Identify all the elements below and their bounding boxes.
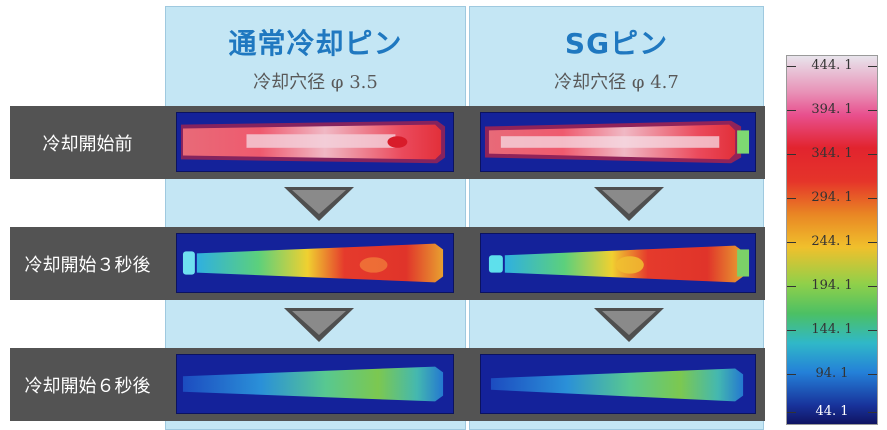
down-arrow-icon bbox=[284, 187, 354, 223]
thermal-image-normal-3s bbox=[176, 233, 454, 293]
scale-tick: 394. 1 bbox=[787, 102, 877, 117]
scale-tick: 94. 1 bbox=[787, 366, 877, 381]
scale-label: 244. 1 bbox=[811, 234, 853, 249]
scale-tick: 344. 1 bbox=[787, 146, 877, 161]
down-arrow-icon bbox=[594, 308, 664, 344]
column-title-normal-pin: 通常冷却ピン bbox=[228, 27, 403, 60]
thermal-image-sg-before bbox=[480, 112, 756, 172]
row-label-3s: 冷却開始３秒後 bbox=[24, 254, 151, 276]
scale-label: 294. 1 bbox=[811, 190, 853, 205]
down-arrow-icon bbox=[594, 187, 664, 223]
scale-label: 94. 1 bbox=[815, 366, 849, 381]
scale-tick: 294. 1 bbox=[787, 190, 877, 205]
thermal-image-sg-6s bbox=[480, 354, 756, 414]
scale-tick: 244. 1 bbox=[787, 234, 877, 249]
scale-label: 44. 1 bbox=[815, 404, 849, 419]
scale-tick: 444. 1 bbox=[787, 58, 877, 73]
down-arrow-icon bbox=[284, 308, 354, 344]
scale-tick: 194. 1 bbox=[787, 278, 877, 293]
thermal-image-normal-before bbox=[176, 112, 454, 172]
scale-label: 444. 1 bbox=[811, 58, 853, 73]
column-subtitle-normal-pin: 冷却穴径 φ 3.5 bbox=[253, 72, 378, 93]
scale-label: 394. 1 bbox=[811, 102, 853, 117]
scale-label: 344. 1 bbox=[811, 146, 853, 161]
thermal-image-normal-6s bbox=[176, 354, 454, 414]
scale-tick: 144. 1 bbox=[787, 322, 877, 337]
row-label-6s: 冷却開始６秒後 bbox=[24, 375, 151, 397]
scale-label: 144. 1 bbox=[811, 322, 853, 337]
column-title-sg-pin: SGピン bbox=[564, 27, 669, 60]
temperature-scale: 444. 1 394. 1 344. 1 294. 1 244. 1 194. … bbox=[786, 55, 878, 425]
row-label-before: 冷却開始前 bbox=[42, 133, 133, 155]
scale-tick: 44. 1 bbox=[787, 404, 877, 419]
column-subtitle-sg-pin: 冷却穴径 φ 4.7 bbox=[554, 72, 679, 93]
scale-label: 194. 1 bbox=[811, 278, 853, 293]
thermal-image-sg-3s bbox=[480, 233, 756, 293]
